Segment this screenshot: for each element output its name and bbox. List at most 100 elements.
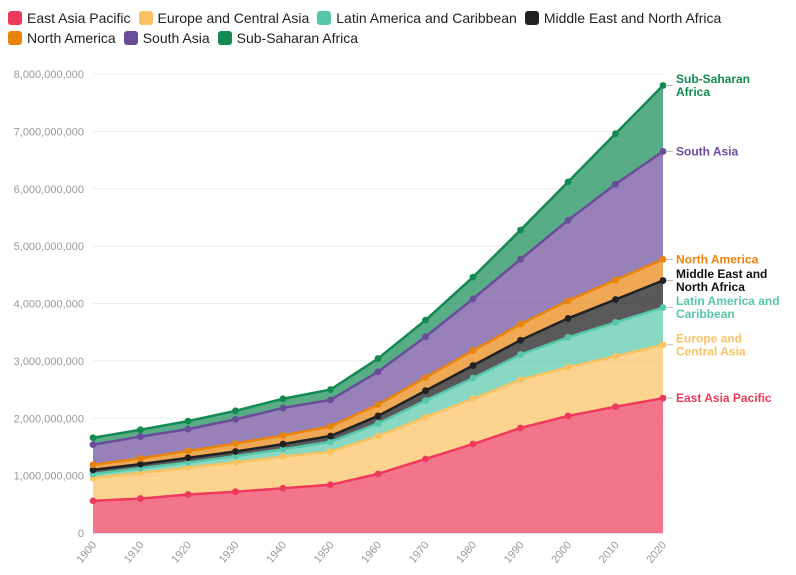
data-point <box>89 434 97 442</box>
data-point <box>374 368 382 376</box>
data-point <box>279 432 287 439</box>
legend-label: Sub-Saharan Africa <box>236 30 359 46</box>
legend-item[interactable]: Middle East and North Africa <box>524 8 722 28</box>
data-point <box>517 376 524 384</box>
data-point <box>612 403 619 411</box>
legend-label: East Asia Pacific <box>27 10 131 26</box>
data-point <box>184 447 192 455</box>
data-point <box>89 497 97 505</box>
data-point <box>327 448 334 455</box>
data-point <box>564 315 572 322</box>
data-point <box>659 394 667 402</box>
y-tick-label: 5,000,000,000 <box>14 241 84 253</box>
data-point <box>89 466 97 474</box>
x-tick-label: 1920 <box>169 539 194 565</box>
chart-legend: East Asia Pacific Europe and Central Asia… <box>8 8 788 48</box>
area-1 <box>93 344 663 501</box>
series-end-label-line: Middle East and <box>676 267 767 281</box>
data-point <box>469 374 477 382</box>
legend-swatch <box>8 31 22 45</box>
data-point <box>327 422 334 430</box>
data-point <box>137 433 144 441</box>
series-end-label-line: Africa <box>676 85 710 99</box>
data-point <box>564 178 572 186</box>
data-point <box>422 316 429 324</box>
data-point <box>659 255 667 263</box>
data-point <box>517 424 524 432</box>
data-point <box>374 412 382 420</box>
y-tick-label: 2,000,000,000 <box>14 413 84 425</box>
data-point <box>374 432 382 440</box>
data-point <box>184 454 192 462</box>
data-point <box>327 396 334 404</box>
legend-item[interactable]: East Asia Pacific <box>8 8 131 28</box>
data-point <box>232 488 239 496</box>
legend-label: North America <box>27 30 116 46</box>
data-point <box>517 336 524 344</box>
legend-label: South Asia <box>142 30 210 46</box>
data-point <box>374 470 382 478</box>
data-point <box>279 395 287 403</box>
x-tick-label: 1960 <box>359 539 384 565</box>
x-tick-label: 1990 <box>502 539 527 565</box>
legend-swatch <box>123 31 138 45</box>
y-tick-label: 1,000,000,000 <box>14 471 84 483</box>
x-tick-label: 1980 <box>454 539 479 565</box>
series-end-label: East Asia Pacific <box>676 391 772 405</box>
data-point <box>422 455 429 463</box>
data-point <box>327 481 334 489</box>
x-tick-label: 1940 <box>264 539 289 565</box>
legend-item[interactable]: Sub-Saharan Africa <box>217 28 359 48</box>
data-point <box>374 420 382 427</box>
data-point <box>137 426 144 434</box>
legend-item[interactable]: North America <box>8 28 116 48</box>
x-tick-label: 2000 <box>549 539 574 565</box>
data-point <box>232 407 239 415</box>
data-point <box>89 461 97 469</box>
legend-item[interactable]: Europe and Central Asia <box>138 8 310 28</box>
data-point <box>137 455 144 462</box>
legend-swatch <box>217 31 232 45</box>
legend-label: Europe and Central Asia <box>157 10 310 26</box>
legend-item[interactable]: Latin America and Caribbean <box>317 8 517 28</box>
legend-label: Middle East and North Africa <box>543 10 722 26</box>
legend-item[interactable]: South Asia <box>123 28 210 48</box>
data-point <box>564 216 572 224</box>
x-tick-label: 1900 <box>74 539 99 565</box>
series-end-label-line: Europe and <box>676 331 742 345</box>
data-point <box>612 296 619 303</box>
data-point <box>612 130 619 138</box>
series-end-label: Europe and Central Asia <box>676 331 746 358</box>
legend-swatch <box>524 11 539 25</box>
series-end-label-line: North Africa <box>676 280 745 294</box>
data-point <box>422 374 429 381</box>
x-tick-label: 1950 <box>312 539 337 565</box>
data-point <box>422 397 429 404</box>
legend-swatch <box>8 11 22 25</box>
series-end-label-line: Sub-Saharan <box>676 72 750 86</box>
series-end-label: Middle East and North Africa <box>676 267 767 294</box>
series-end-label-line: Latin America and <box>676 294 780 308</box>
series-end-label-line: Caribbean <box>676 307 735 321</box>
legend-swatch <box>138 11 153 25</box>
series-end-label-line: East Asia Pacific <box>676 391 772 405</box>
data-point <box>517 320 524 328</box>
data-point <box>327 438 334 446</box>
series-end-label-line: North America <box>676 252 759 266</box>
data-point <box>469 347 477 354</box>
y-tick-label: 3,000,000,000 <box>14 356 84 368</box>
data-point <box>184 464 192 471</box>
series-end-label-line: South Asia <box>676 144 739 158</box>
data-point <box>564 363 572 371</box>
data-point <box>137 495 144 502</box>
series-end-label: North America <box>676 252 759 266</box>
data-point <box>659 82 667 89</box>
data-point <box>469 362 477 369</box>
data-point <box>89 441 97 449</box>
data-point <box>184 425 192 433</box>
y-tick-label: 6,000,000,000 <box>14 184 84 196</box>
data-point <box>564 412 572 420</box>
x-tick-label: 2010 <box>597 539 622 565</box>
data-point <box>184 491 192 498</box>
